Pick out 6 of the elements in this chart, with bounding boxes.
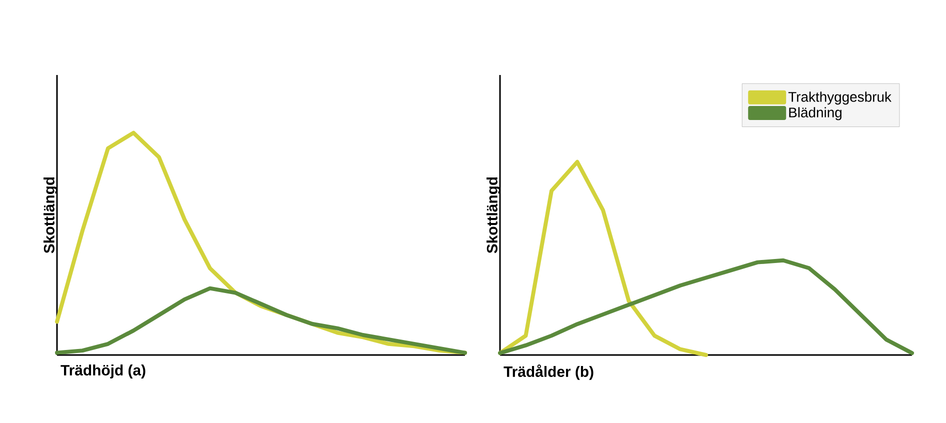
- legend-label: Trakthyggesbruk: [788, 92, 892, 105]
- legend-label: Blädning: [789, 107, 842, 120]
- y-axis-title: Skottlängd: [43, 177, 58, 254]
- x-axis-title: Trädålder (b): [504, 364, 594, 380]
- x-axis-title: Trädhöjd (a): [60, 364, 146, 378]
- y-axis-title: Skottlängd: [486, 177, 500, 254]
